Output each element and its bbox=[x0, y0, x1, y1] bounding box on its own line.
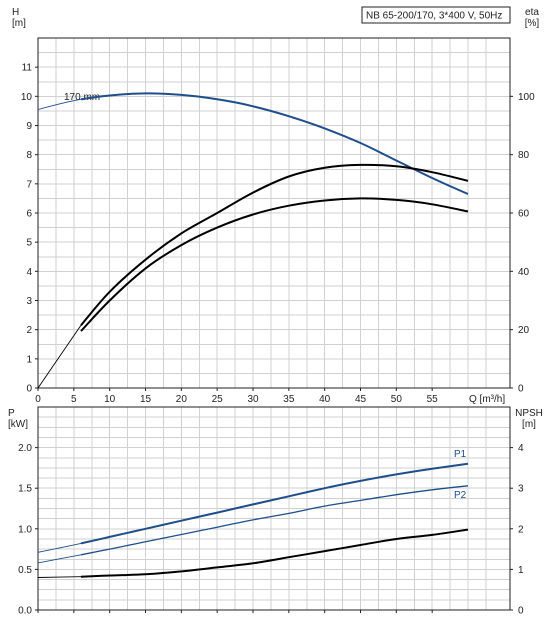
npsh-curve-extrapolated bbox=[37, 576, 82, 578]
y-right-tick-label: 20 bbox=[518, 325, 530, 336]
y-left-tick-label: 9 bbox=[26, 121, 32, 132]
y-right-axis-label: eta bbox=[525, 7, 539, 18]
y-right-tick-label: 2 bbox=[518, 524, 524, 535]
series-label-p2: P2 bbox=[454, 490, 467, 501]
y-left-axis-label: [kW] bbox=[8, 419, 28, 430]
y-right-tick-label: 100 bbox=[518, 92, 535, 103]
y-left-tick-label: 7 bbox=[26, 179, 32, 190]
impeller-diameter-annotation: 170 mm bbox=[64, 92, 100, 103]
plot-frame bbox=[37, 406, 511, 611]
y-left-tick-label: 5 bbox=[26, 238, 32, 249]
y-left-tick-label: 2 bbox=[26, 325, 32, 336]
y-left-axis-label: H bbox=[12, 7, 19, 18]
x-tick-label: 20 bbox=[176, 394, 188, 405]
efficiency-curve-extrapolated bbox=[37, 325, 82, 389]
y-left-tick-label: 1.0 bbox=[18, 524, 32, 535]
y-right-tick-label: 40 bbox=[518, 267, 530, 278]
x-tick-label: 5 bbox=[71, 394, 77, 405]
p1-power-curve-extrapolated bbox=[37, 542, 82, 553]
x-tick-label: 55 bbox=[427, 394, 439, 405]
y-right-axis-label: [%] bbox=[525, 18, 540, 29]
y-left-tick-label: 0 bbox=[26, 384, 32, 395]
y-right-tick-label: 4 bbox=[518, 443, 524, 454]
y-left-tick-label: 3 bbox=[26, 296, 32, 307]
series-label-p1: P1 bbox=[454, 449, 467, 460]
efficiency-curve bbox=[80, 197, 469, 332]
y-right-tick-label: 1 bbox=[518, 565, 524, 576]
x-tick-label: 35 bbox=[283, 394, 295, 405]
y-left-tick-label: 1.5 bbox=[18, 484, 32, 495]
y-right-tick-label: 80 bbox=[518, 150, 530, 161]
x-tick-label: 0 bbox=[35, 394, 41, 405]
y-right-tick-label: 60 bbox=[518, 209, 530, 220]
npsh-curve bbox=[80, 528, 469, 578]
x-tick-label: 15 bbox=[140, 394, 152, 405]
x-tick-label: 25 bbox=[212, 394, 224, 405]
y-left-tick-label: 0.0 bbox=[18, 606, 32, 617]
y-right-axis-label: [m] bbox=[522, 419, 536, 430]
head-curve-extrapolated bbox=[37, 98, 82, 110]
p1-power-curve bbox=[80, 462, 469, 545]
x-tick-label: 10 bbox=[104, 394, 116, 405]
x-tick-label: 50 bbox=[391, 394, 403, 405]
y-left-tick-label: 0.5 bbox=[18, 565, 32, 576]
y-left-tick-label: 4 bbox=[26, 267, 32, 278]
x-axis-label: Q [m³/h] bbox=[469, 394, 505, 405]
efficiency-curve bbox=[80, 163, 469, 326]
x-tick-label: 40 bbox=[319, 394, 331, 405]
y-left-tick-label: 11 bbox=[22, 63, 33, 74]
y-left-axis-label: P bbox=[8, 408, 15, 419]
p2-power-curve-extrapolated bbox=[37, 554, 82, 564]
p2-power-curve bbox=[80, 485, 469, 556]
y-left-axis-label: [m] bbox=[12, 18, 26, 29]
y-right-tick-label: 3 bbox=[518, 484, 524, 495]
y-left-tick-label: 8 bbox=[26, 150, 32, 161]
y-left-tick-label: 1 bbox=[26, 354, 32, 365]
x-tick-label: 30 bbox=[247, 394, 259, 405]
title-box bbox=[361, 6, 511, 24]
chart-title: NB 65-200/170, 3*400 V, 50Hz bbox=[366, 11, 502, 22]
y-left-tick-label: 6 bbox=[26, 209, 32, 220]
y-right-axis-label: NPSH bbox=[515, 408, 543, 419]
y-right-tick-label: 0 bbox=[518, 384, 524, 395]
head-curve bbox=[80, 92, 469, 195]
y-right-tick-label: 0 bbox=[518, 606, 524, 617]
y-left-tick-label: 2.0 bbox=[18, 443, 32, 454]
y-left-tick-label: 10 bbox=[21, 92, 33, 103]
x-tick-label: 45 bbox=[355, 394, 367, 405]
